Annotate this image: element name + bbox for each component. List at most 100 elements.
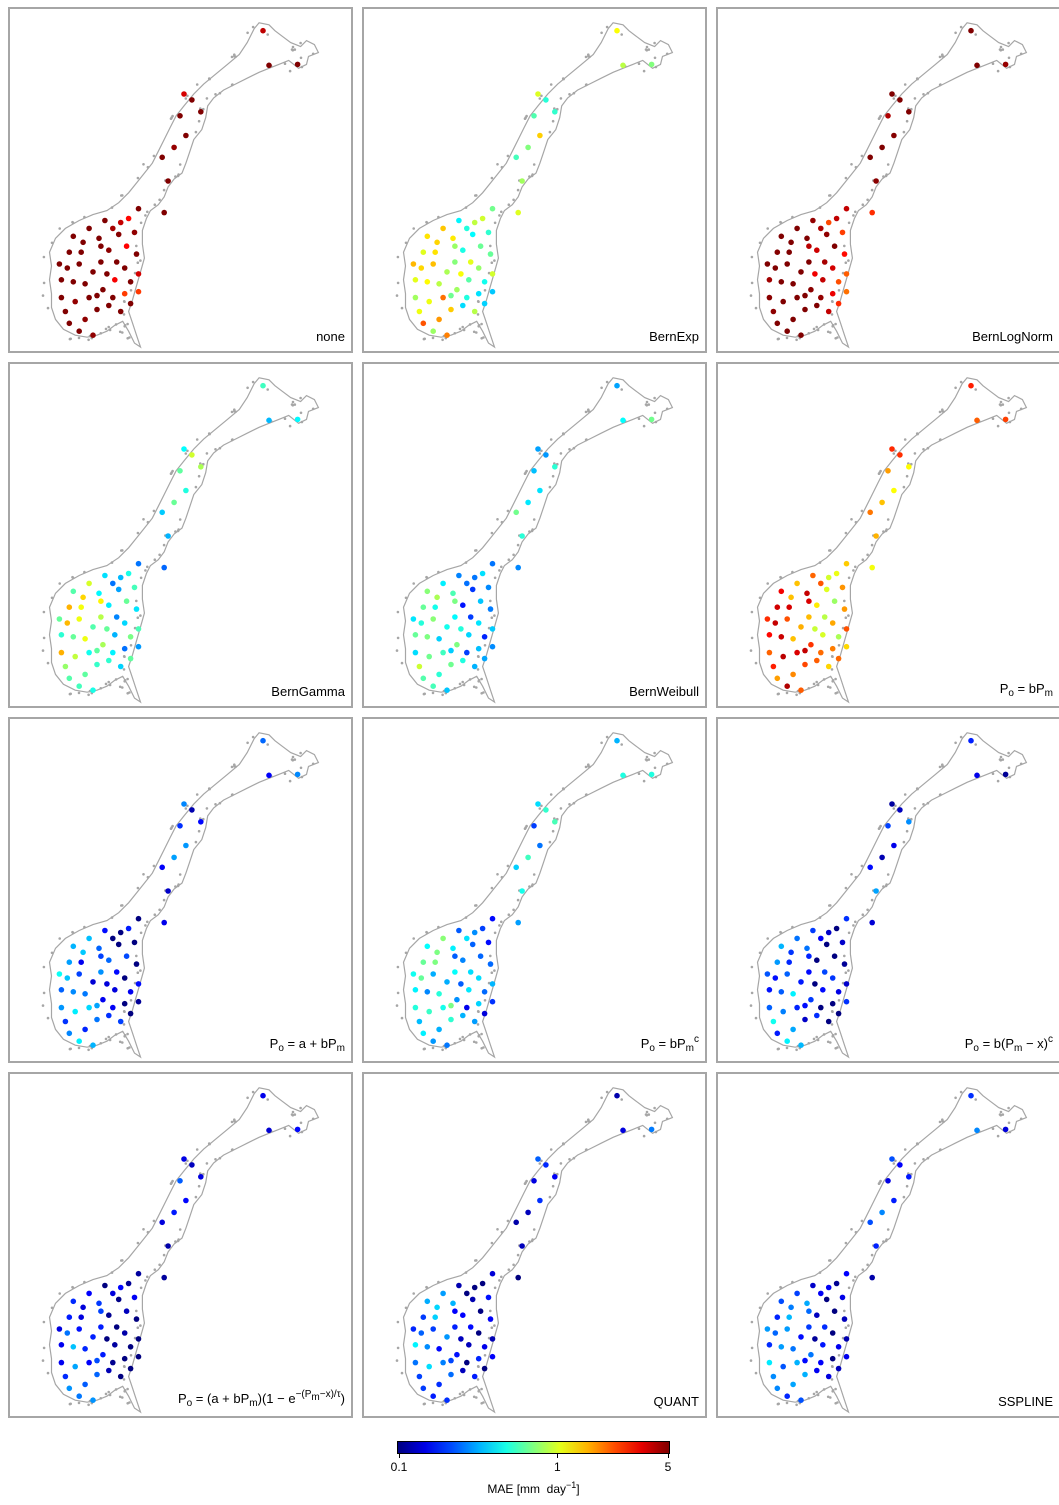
station-point [537, 842, 543, 849]
station-point [161, 919, 167, 926]
station-point [424, 233, 431, 240]
station-point [420, 320, 427, 327]
coast-island [834, 1402, 837, 1405]
station-point [843, 998, 850, 1005]
norway-map [749, 732, 1028, 1059]
coast-island [939, 1148, 942, 1151]
station-point [806, 598, 812, 604]
station-point [790, 1381, 796, 1388]
coast-island [396, 281, 400, 285]
station-point [471, 1018, 478, 1025]
coast-island [500, 920, 503, 924]
coast-island [118, 1040, 122, 1044]
station-point [70, 943, 77, 950]
station-point [889, 446, 895, 452]
coast-island [645, 45, 649, 49]
station-point [96, 945, 102, 952]
coast-island [826, 1395, 830, 1399]
coast-island [122, 1378, 126, 1381]
coastline [756, 377, 1028, 704]
station-point [519, 1243, 525, 1249]
coast-island [83, 215, 86, 219]
station-point [86, 1004, 92, 1011]
coast-island [779, 931, 783, 935]
coast-island [400, 306, 404, 310]
coast-island [860, 154, 864, 158]
coast-island [585, 1148, 588, 1151]
coast-island [122, 1010, 126, 1013]
coast-island [892, 97, 896, 100]
coast-island [885, 883, 888, 886]
coast-island [480, 677, 483, 681]
coast-island [766, 1292, 769, 1295]
coast-island [197, 474, 201, 478]
coast-island [815, 1035, 818, 1039]
coast-island [468, 1033, 472, 1036]
station-point [778, 588, 785, 595]
coast-island [665, 407, 669, 411]
station-point [159, 154, 165, 161]
coast-island [886, 163, 890, 166]
coast-island [637, 417, 641, 420]
station-point [770, 308, 777, 315]
coast-island [214, 1158, 217, 1161]
station-point [458, 981, 464, 987]
station-point [181, 446, 187, 452]
station-point [450, 235, 456, 242]
coast-island [861, 558, 865, 561]
station-point [72, 298, 78, 305]
coast-island [146, 875, 150, 879]
coast-island [882, 1240, 885, 1243]
station-point [294, 61, 301, 68]
station-point [106, 302, 112, 309]
coast-island [844, 1241, 848, 1245]
coast-island [866, 198, 869, 202]
panel-label: BernGamma [271, 684, 345, 699]
coast-island [288, 779, 292, 783]
station-point [802, 292, 808, 299]
station-point [106, 1367, 112, 1374]
coast-island [894, 94, 897, 98]
station-point [62, 1373, 69, 1380]
coast-island [549, 793, 553, 796]
coast-island [480, 1387, 483, 1391]
coast-island [431, 1401, 435, 1405]
coast-island [1008, 775, 1012, 779]
station-point [460, 602, 466, 608]
coast-island [879, 824, 882, 828]
station-point [968, 382, 974, 389]
station-point [117, 663, 124, 670]
coastline [756, 22, 1028, 349]
station-point [189, 97, 195, 103]
colorbar-title: MAE [mm day−1] [487, 1480, 580, 1496]
station-point [821, 1324, 828, 1330]
station-point [479, 1280, 486, 1287]
station-point [764, 1326, 771, 1332]
coast-island [104, 1392, 108, 1396]
coast-island [83, 1280, 86, 1284]
coast-island [152, 154, 156, 158]
station-point [774, 604, 781, 610]
coast-island [396, 610, 400, 614]
coast-island [540, 1159, 543, 1163]
station-point [110, 935, 116, 942]
norway-map [41, 377, 320, 704]
station-point [806, 243, 812, 249]
coast-island [791, 570, 794, 574]
station-point [841, 606, 848, 612]
coast-island [870, 543, 874, 547]
coast-island [311, 1117, 315, 1121]
coast-island [246, 31, 249, 35]
coast-island [108, 683, 112, 687]
station-point [798, 332, 804, 339]
coast-island [559, 1162, 563, 1165]
coast-island [938, 55, 942, 59]
coast-island [959, 25, 963, 29]
coast-island [490, 886, 494, 890]
station-point [82, 636, 88, 642]
coast-island [50, 951, 54, 955]
coast-island [425, 576, 429, 580]
coast-island [568, 1158, 571, 1161]
station-point [814, 247, 820, 253]
station-point [266, 772, 272, 779]
